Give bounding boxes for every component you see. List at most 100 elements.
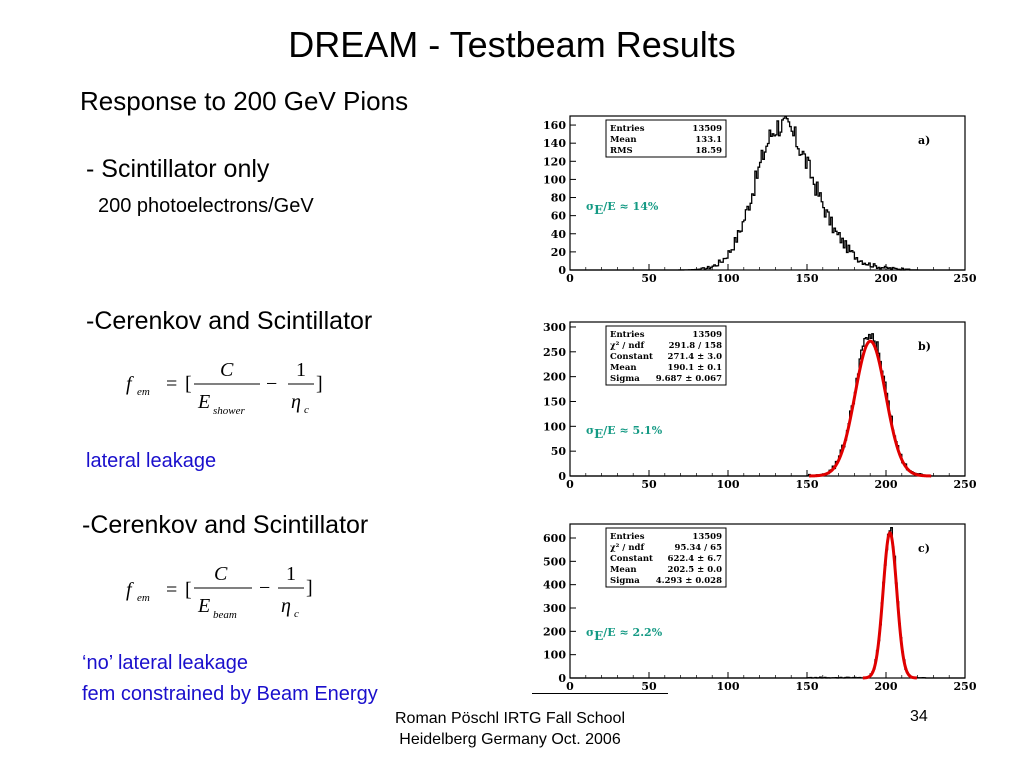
no-lateral-leakage-label: ‘no’ lateral leakage	[82, 652, 249, 674]
stats-box-frame	[605, 325, 727, 386]
gaussian-fit-curve	[809, 339, 932, 478]
y-tick-label: 250	[543, 346, 566, 359]
y-tick-label: 300	[543, 602, 566, 615]
formula2-minus: −	[259, 577, 270, 599]
plot-frame	[569, 115, 966, 271]
formula2-den2-sub: c	[294, 608, 299, 620]
y-tick-label: 100	[543, 173, 566, 186]
formula2-den2: η	[281, 595, 291, 617]
histogram-series	[570, 115, 965, 271]
stats-value: 9.687 ± 0.067	[656, 374, 722, 384]
slide-subtitle: Response to 200 GeV Pions	[80, 86, 409, 116]
stats-key: Constant	[610, 352, 653, 362]
y-tick-label: 150	[543, 395, 566, 408]
x-tick-label: 50	[641, 478, 657, 489]
x-tick-label: 200	[875, 478, 898, 489]
stats-key: Entries	[610, 330, 645, 340]
histogram-panel-a: 0 50 100 150 200 250 0 20 40 60 80 100 120 140 160 Entr…	[543, 115, 977, 283]
formula1-lhs-sub: em	[137, 386, 150, 398]
stats-key: Mean	[610, 363, 637, 373]
fem-constraint-label: fem constrained by Beam Energy	[82, 683, 378, 705]
stats-box-frame	[605, 527, 727, 588]
resolution-annotation: σE/E ≈ 2.2%	[586, 626, 663, 643]
stats-key: Sigma	[610, 576, 640, 586]
y-tick-label: 500	[543, 555, 566, 568]
formula1-minus: −	[266, 373, 277, 395]
x-tick-label: 100	[717, 478, 740, 489]
stats-value: 4.293 ± 0.028	[656, 576, 722, 586]
photoelectrons-label: 200 photoelectrons/GeV	[98, 195, 314, 217]
y-tick-label: 20	[551, 246, 567, 259]
footer-line-2: Heidelberg Germany Oct. 2006	[399, 731, 621, 748]
x-tick-label: 150	[796, 680, 819, 691]
x-tick-label: 0	[566, 680, 574, 691]
x-tick-label: 0	[566, 478, 574, 489]
formula1-close-bracket: ]	[316, 373, 323, 395]
slide-title: DREAM - Testbeam Results	[288, 24, 736, 65]
y-tick-label: 600	[543, 532, 566, 545]
formula1-equals: =	[166, 373, 177, 395]
formula2-open-bracket: [	[185, 579, 192, 601]
stats-key: Mean	[610, 135, 637, 145]
stats-value: 18.59	[695, 146, 722, 156]
formula1-num1: C	[220, 359, 234, 381]
stats-box-frame	[605, 119, 727, 158]
y-tick-label: 120	[543, 155, 566, 168]
stats-value: 202.5 ± 0.0	[668, 565, 723, 575]
stats-key: χ² / ndf	[610, 341, 645, 351]
formula1-num2: 1	[296, 359, 306, 381]
stats-value: 291.8 / 158	[669, 341, 722, 351]
x-tick-label: 200	[875, 680, 898, 691]
y-tick-label: 0	[558, 264, 566, 277]
lateral-leakage-label: lateral leakage	[86, 450, 217, 472]
resolution-annotation: σE/E ≈ 5.1%	[586, 424, 663, 441]
y-tick-label: 40	[551, 228, 567, 241]
formula2-close-bracket: ]	[306, 577, 313, 599]
footer-line-1: Roman Pöschl IRTG Fall School	[394, 710, 625, 727]
x-tick-label: 0	[566, 272, 574, 283]
formula2-lhs-sub: em	[137, 592, 150, 604]
stats-value: 190.1 ± 0.1	[668, 363, 723, 373]
stats-box: Entries 13509 Mean 133.1 RMS 18.59	[605, 119, 727, 158]
y-tick-label: 160	[543, 119, 566, 132]
formula1-lhs: f	[126, 373, 134, 395]
footer: Roman Pöschl IRTG Fall School Heidelberg…	[330, 708, 690, 750]
formula2-equals: =	[166, 579, 177, 601]
histogram-panel-b: 0 50 100 150 200 250 0 50 100 150 200 250 300 Entries…	[543, 321, 977, 489]
resolution-annotation: σE/E ≈ 14%	[586, 200, 659, 217]
formula2-num2: 1	[286, 563, 296, 585]
y-tick-label: 0	[558, 470, 566, 483]
formula-fem-beam: f em = [ C E beam − 1 η c ]	[126, 563, 313, 621]
y-tick-label: 400	[543, 579, 566, 592]
panel-label: c)	[918, 542, 930, 555]
y-tick-label: 80	[551, 192, 567, 205]
gaussian-fit-curve	[862, 531, 918, 680]
y-tick-label: 300	[543, 321, 566, 334]
x-tick-label: 100	[717, 272, 740, 283]
stats-key: Mean	[610, 565, 637, 575]
stats-value: 622.4 ± 6.7	[668, 554, 723, 564]
stats-box: Entries 13509 χ² / ndf 95.34 / 65 Constant 62…	[605, 527, 727, 588]
panel-label: a)	[918, 134, 930, 147]
stats-value: 13509	[692, 330, 722, 340]
x-tick-label: 200	[875, 272, 898, 283]
x-tick-label: 50	[641, 272, 657, 283]
x-tick-label: 150	[796, 478, 819, 489]
y-tick-label: 60	[551, 210, 567, 223]
formula1-den2-sub: c	[304, 404, 309, 416]
stats-value: 95.34 / 65	[675, 543, 723, 553]
formula-fem-shower: f em = [ C E shower − 1 η c ]	[126, 359, 323, 417]
footer-rule	[532, 693, 668, 694]
formula2-lhs: f	[126, 579, 134, 601]
stats-key: RMS	[610, 146, 633, 156]
formula1-open-bracket: [	[185, 373, 192, 395]
page-number: 34	[910, 708, 928, 725]
panel-label: b)	[918, 340, 931, 353]
stats-value: 271.4 ± 3.0	[668, 352, 723, 362]
y-tick-label: 100	[543, 649, 566, 662]
cerenkov-scintillator-label-1: -Cerenkov and Scintillator	[86, 307, 373, 335]
x-tick-label: 150	[796, 272, 819, 283]
stats-value: 13509	[692, 532, 722, 542]
y-tick-label: 0	[558, 672, 566, 685]
stats-box: Entries 13509 χ² / ndf 291.8 / 158 Constant 2…	[605, 325, 727, 386]
